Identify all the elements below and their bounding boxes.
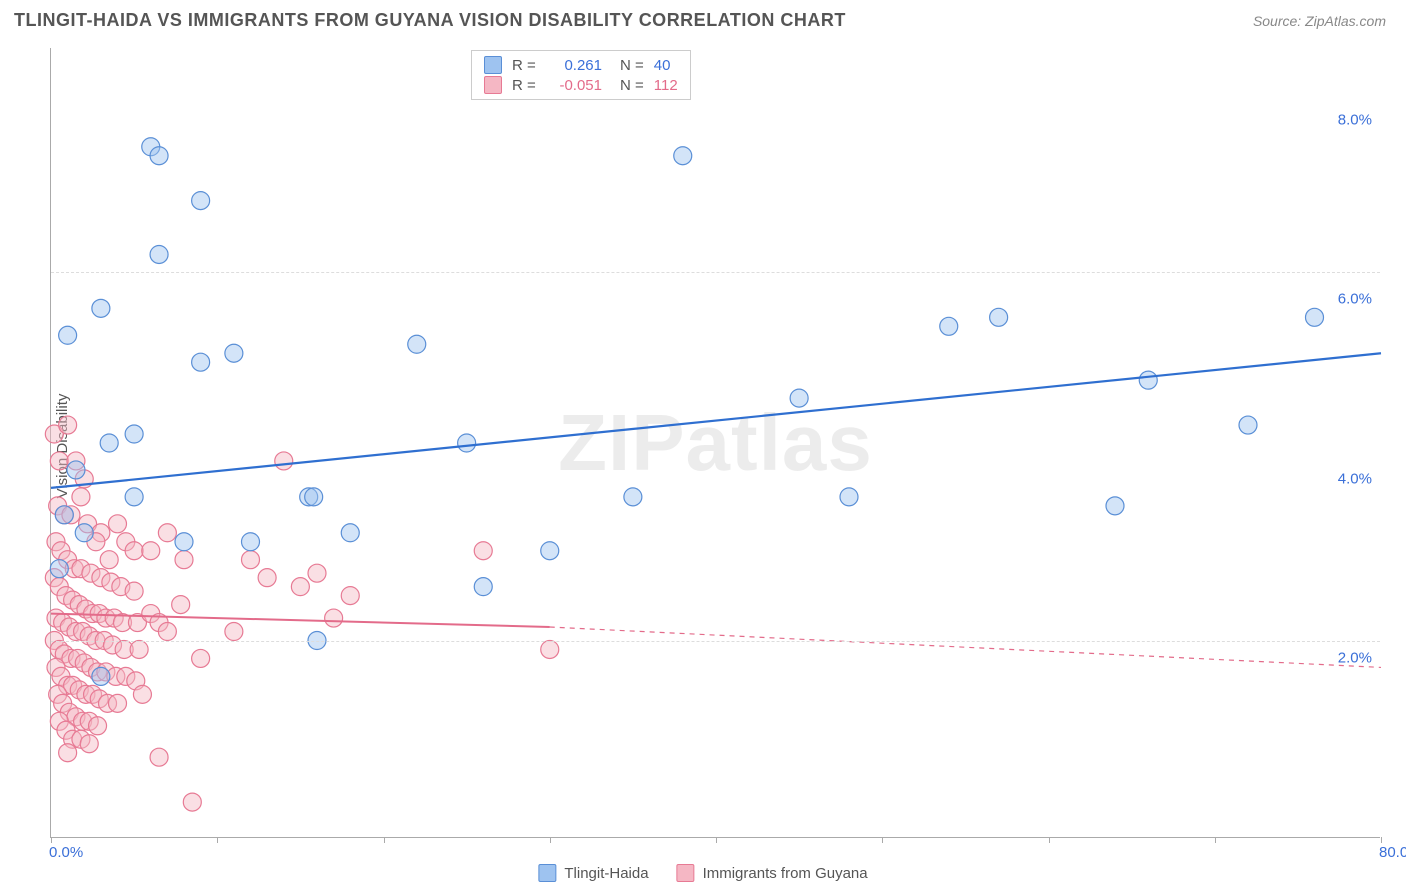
scatter-point <box>67 461 85 479</box>
legend-bottom-swatch-0 <box>538 864 556 882</box>
scatter-point <box>130 640 148 658</box>
series-legend-bottom: Tlingit-Haida Immigrants from Guyana <box>538 864 867 882</box>
scatter-point <box>75 524 93 542</box>
scatter-point <box>175 551 193 569</box>
scatter-point <box>408 335 426 353</box>
scatter-point <box>100 551 118 569</box>
scatter-point <box>92 299 110 317</box>
scatter-point <box>624 488 642 506</box>
y-tick-label: 8.0% <box>1338 111 1372 128</box>
scatter-point <box>109 694 127 712</box>
x-tick <box>1381 837 1382 843</box>
scatter-plot-svg <box>51 48 1380 837</box>
scatter-point <box>341 587 359 605</box>
scatter-point <box>1139 371 1157 389</box>
scatter-point <box>192 649 210 667</box>
x-tick <box>716 837 717 843</box>
y-tick-label: 2.0% <box>1338 650 1372 667</box>
legend-bottom-swatch-1 <box>677 864 695 882</box>
scatter-point <box>150 245 168 263</box>
x-tick <box>1049 837 1050 843</box>
scatter-point <box>175 533 193 551</box>
scatter-point <box>541 640 559 658</box>
scatter-point <box>55 506 73 524</box>
scatter-point <box>242 551 260 569</box>
scatter-point <box>59 744 77 762</box>
scatter-point <box>1106 497 1124 515</box>
x-tick <box>217 837 218 843</box>
scatter-point <box>172 596 190 614</box>
scatter-point <box>50 452 68 470</box>
legend-bottom-label-0: Tlingit-Haida <box>564 865 648 882</box>
scatter-point <box>458 434 476 452</box>
scatter-point <box>225 623 243 641</box>
scatter-point <box>225 344 243 362</box>
scatter-point <box>242 533 260 551</box>
scatter-point <box>125 425 143 443</box>
scatter-point <box>325 609 343 627</box>
scatter-point <box>790 389 808 407</box>
scatter-point <box>59 326 77 344</box>
scatter-point <box>541 542 559 560</box>
x-tick <box>882 837 883 843</box>
scatter-point <box>158 524 176 542</box>
scatter-point <box>192 192 210 210</box>
scatter-point <box>1306 308 1324 326</box>
chart-plot-area: ZIPatlas R = 0.261 N = 40 R = -0.051 N =… <box>50 48 1380 838</box>
regression-line <box>51 353 1381 488</box>
scatter-point <box>89 717 107 735</box>
y-tick-label: 4.0% <box>1338 470 1372 487</box>
x-tick <box>550 837 551 843</box>
scatter-point <box>258 569 276 587</box>
scatter-point <box>674 147 692 165</box>
scatter-point <box>275 452 293 470</box>
scatter-point <box>291 578 309 596</box>
chart-title: TLINGIT-HAIDA VS IMMIGRANTS FROM GUYANA … <box>14 10 846 31</box>
scatter-point <box>142 542 160 560</box>
scatter-point <box>192 353 210 371</box>
scatter-point <box>940 317 958 335</box>
scatter-point <box>305 488 323 506</box>
scatter-point <box>50 560 68 578</box>
regression-line-extrapolated <box>550 627 1381 667</box>
gridline-h <box>51 272 1380 273</box>
scatter-point <box>158 623 176 641</box>
scatter-point <box>474 578 492 596</box>
scatter-point <box>183 793 201 811</box>
x-tick-label: 80.0% <box>1379 844 1406 861</box>
x-tick-label: 0.0% <box>49 844 83 861</box>
scatter-point <box>474 542 492 560</box>
scatter-point <box>59 416 77 434</box>
scatter-point <box>80 735 98 753</box>
x-tick <box>384 837 385 843</box>
legend-bottom-label-1: Immigrants from Guyana <box>703 865 868 882</box>
scatter-point <box>1239 416 1257 434</box>
scatter-point <box>92 667 110 685</box>
scatter-point <box>109 515 127 533</box>
x-tick <box>51 837 52 843</box>
source-attribution: Source: ZipAtlas.com <box>1253 13 1386 29</box>
gridline-h <box>51 641 1380 642</box>
scatter-point <box>125 488 143 506</box>
scatter-point <box>990 308 1008 326</box>
scatter-point <box>100 434 118 452</box>
scatter-point <box>133 685 151 703</box>
scatter-point <box>150 748 168 766</box>
legend-bottom-item-0: Tlingit-Haida <box>538 864 648 882</box>
scatter-point <box>840 488 858 506</box>
y-tick-label: 6.0% <box>1338 291 1372 308</box>
scatter-point <box>125 582 143 600</box>
scatter-point <box>72 488 90 506</box>
scatter-point <box>150 147 168 165</box>
scatter-point <box>125 542 143 560</box>
x-tick <box>1215 837 1216 843</box>
scatter-point <box>341 524 359 542</box>
scatter-point <box>308 564 326 582</box>
legend-bottom-item-1: Immigrants from Guyana <box>677 864 868 882</box>
header-row: TLINGIT-HAIDA VS IMMIGRANTS FROM GUYANA … <box>0 0 1406 31</box>
